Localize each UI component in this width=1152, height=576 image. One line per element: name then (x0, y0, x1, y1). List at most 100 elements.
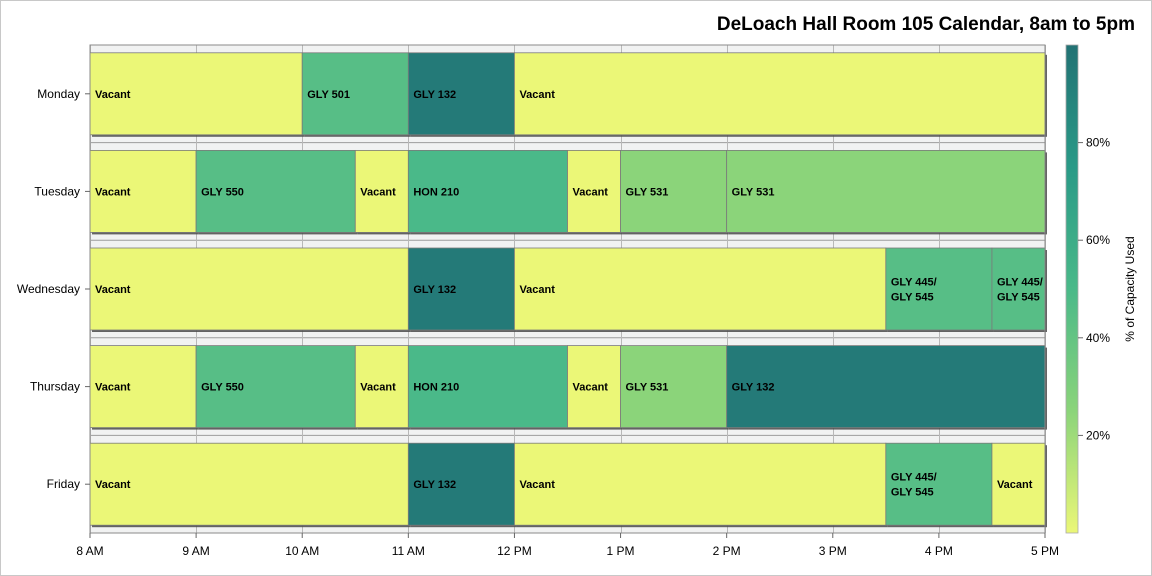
segment-bar (620, 149, 728, 233)
segment-label: HON 210 (413, 382, 459, 394)
y-tick-label: Monday (37, 87, 80, 101)
schedule-segment: GLY 445/GLY 545 (991, 247, 1047, 332)
segment-label: GLY 501 (307, 89, 350, 101)
schedule-segment: HON 210 (407, 345, 570, 430)
segment-label: GLY 445/GLY 545 (997, 277, 1043, 304)
segment-label: GLY 531 (626, 186, 669, 198)
segment-label: GLY 132 (732, 382, 775, 394)
segment-label: Vacant (519, 479, 555, 491)
segment-label: GLY 550 (201, 382, 244, 394)
schedule-segment: Vacant (89, 247, 411, 332)
segments: Vacant GLY 501 GLY 132 Vacant Vacant GLY 550 V… (89, 52, 1047, 528)
schedule-segment: GLY 445/GLY 545 (885, 247, 994, 332)
segment-label: Vacant (95, 89, 131, 101)
colorbar-ramp (1065, 44, 1079, 534)
segment-bar (354, 149, 409, 233)
schedule-segment: Vacant (89, 442, 411, 528)
axes: Monday Tuesday Wednesday Thursday Friday 8 AM… (17, 44, 1059, 558)
segment-bar (89, 442, 409, 526)
y-tick-label: Tuesday (34, 184, 80, 198)
schedule-segment: GLY 132 (726, 345, 1047, 430)
schedule-segment: GLY 531 (726, 149, 1047, 235)
schedule-segment: GLY 501 (301, 52, 411, 137)
schedule-segment: Vacant (514, 442, 888, 528)
schedule-segment: Vacant (89, 149, 199, 235)
schedule-segment: GLY 132 (407, 247, 517, 332)
segment-label: GLY 445/GLY 545 (891, 472, 937, 499)
segment-label: Vacant (95, 479, 131, 491)
segment-label: Vacant (95, 186, 131, 198)
x-tick-label: 5 PM (1031, 544, 1059, 558)
schedule-segment: GLY 531 (620, 345, 729, 430)
colorbar: 20% 40% 60% 80% % of Capacity Used (1065, 44, 1137, 534)
chart-title: DeLoach Hall Room 105 Calendar, 8am to 5… (716, 14, 1135, 35)
schedule-segment: Vacant (514, 52, 1047, 137)
x-tick-label: 9 AM (182, 544, 209, 558)
x-tick-label: 1 PM (607, 544, 635, 558)
colorbar-tick-label: 60% (1086, 233, 1110, 247)
segment-label: Vacant (360, 186, 396, 198)
y-tick-label: Thursday (30, 380, 80, 394)
segment-label: GLY 531 (732, 186, 775, 198)
schedule-segment: Vacant (89, 345, 199, 430)
segment-bar (195, 345, 356, 429)
segment-bar (885, 247, 993, 331)
segment-bar (885, 442, 993, 526)
x-tick-label: 12 PM (497, 544, 532, 558)
segment-label: Vacant (997, 479, 1033, 491)
schedule-segment: Vacant (354, 149, 411, 235)
schedule-segment: GLY 132 (407, 442, 517, 528)
schedule-segment: Vacant (514, 247, 888, 332)
schedule-segment: GLY 531 (620, 149, 729, 235)
segment-bar (89, 345, 197, 429)
segment-bar (407, 345, 568, 429)
segment-label: GLY 132 (413, 479, 456, 491)
segment-label: Vacant (573, 186, 609, 198)
segment-bar (89, 52, 303, 136)
segment-label: Vacant (573, 382, 609, 394)
x-tick-label: 10 AM (285, 544, 319, 558)
schedule-segment: HON 210 (407, 149, 570, 235)
segment-bar (567, 345, 621, 429)
segment-label: GLY 550 (201, 186, 244, 198)
segment-bar (407, 149, 568, 233)
schedule-segment: GLY 445/GLY 545 (885, 442, 994, 528)
segment-label: Vacant (360, 382, 396, 394)
colorbar-label: % of Capacity Used (1123, 236, 1137, 341)
schedule-segment: Vacant (89, 52, 305, 137)
segment-bar (620, 345, 728, 429)
segment-label: HON 210 (413, 186, 459, 198)
segment-label: Vacant (95, 382, 131, 394)
segment-label: Vacant (519, 89, 555, 101)
x-tick-label: 2 PM (713, 544, 741, 558)
x-tick-label: 11 AM (392, 544, 425, 558)
segment-bar (407, 247, 515, 331)
segment-bar (514, 247, 887, 331)
segment-label: GLY 531 (626, 382, 669, 394)
segment-bar (407, 52, 515, 136)
segment-label: Vacant (95, 284, 131, 296)
segment-label: GLY 132 (413, 89, 456, 101)
segment-bar (991, 442, 1046, 526)
segment-bar (514, 442, 887, 526)
segment-bar (567, 149, 621, 233)
y-tick-label: Friday (47, 477, 80, 491)
schedule-segment: GLY 132 (407, 52, 517, 137)
schedule-segment: Vacant (567, 149, 623, 235)
segment-label: GLY 132 (413, 284, 456, 296)
segment-bar (89, 247, 409, 331)
x-tick-label: 3 PM (819, 544, 847, 558)
schedule-segment: Vacant (354, 345, 411, 430)
x-tick-label: 8 AM (76, 544, 103, 558)
segment-bar (514, 52, 1046, 136)
segment-bar (991, 247, 1046, 331)
colorbar-tick-label: 20% (1086, 428, 1110, 442)
segment-bar (89, 149, 197, 233)
segment-bar (407, 442, 515, 526)
schedule-segment: GLY 550 (195, 345, 358, 430)
segment-bar (726, 149, 1046, 233)
y-tick-label: Wednesday (17, 282, 80, 296)
segment-label: Vacant (519, 284, 555, 296)
segment-bar (726, 345, 1046, 429)
